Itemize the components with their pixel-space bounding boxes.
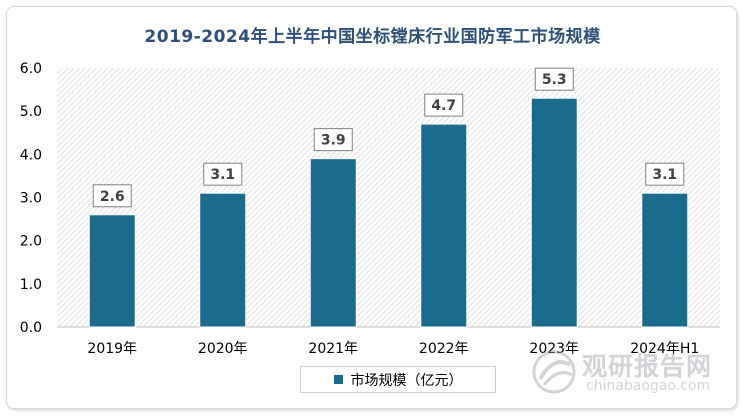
data-label-box	[313, 128, 353, 152]
bar	[641, 192, 689, 328]
bar	[199, 192, 247, 328]
data-label-box	[645, 162, 685, 186]
bar	[309, 158, 357, 328]
chart-title: 2019-2024年上半年中国坐标镗床行业国防军工市场规模	[144, 27, 601, 47]
data-label-box	[534, 67, 574, 91]
data-label-box	[424, 93, 464, 117]
watermark-title: 观研报告网	[582, 352, 713, 381]
bar	[88, 214, 136, 328]
chinabaogao-logo-icon	[532, 350, 576, 394]
data-label-box	[203, 162, 243, 186]
watermark: 观研报告网 chinabaogao.com	[530, 347, 735, 397]
data-label: 2.6	[100, 189, 125, 205]
y-tick-label: 0.0	[20, 320, 42, 336]
x-tick-label: 2023年	[529, 341, 579, 357]
data-label: 3.1	[652, 167, 677, 183]
legend: 市场规模（亿元）	[300, 366, 496, 393]
bar	[420, 123, 468, 328]
data-label: 4.7	[431, 98, 456, 114]
y-tick-label: 1.0	[20, 277, 42, 293]
y-tick-label: 5.0	[20, 104, 42, 120]
data-label-box	[92, 184, 132, 208]
y-tick-label: 2.0	[20, 234, 42, 250]
legend-swatch	[333, 375, 343, 384]
x-tick-label: 2020年	[198, 341, 248, 357]
plot-area	[57, 68, 720, 327]
x-tick-label: 2022年	[419, 341, 469, 357]
y-tick-label: 6.0	[20, 61, 42, 77]
x-tick-label: 2021年	[308, 341, 358, 357]
data-label: 3.9	[321, 133, 346, 149]
legend-label: 市场规模（亿元）	[350, 372, 463, 389]
bar	[530, 97, 578, 328]
x-tick-label: 2024年H1	[630, 341, 699, 357]
y-tick-label: 3.0	[20, 191, 42, 207]
x-tick-label: 2019年	[87, 341, 137, 357]
data-label: 5.3	[542, 72, 567, 88]
data-label: 3.1	[210, 167, 235, 183]
y-tick-label: 4.0	[20, 147, 42, 163]
watermark-url: chinabaogao.com	[586, 378, 711, 394]
